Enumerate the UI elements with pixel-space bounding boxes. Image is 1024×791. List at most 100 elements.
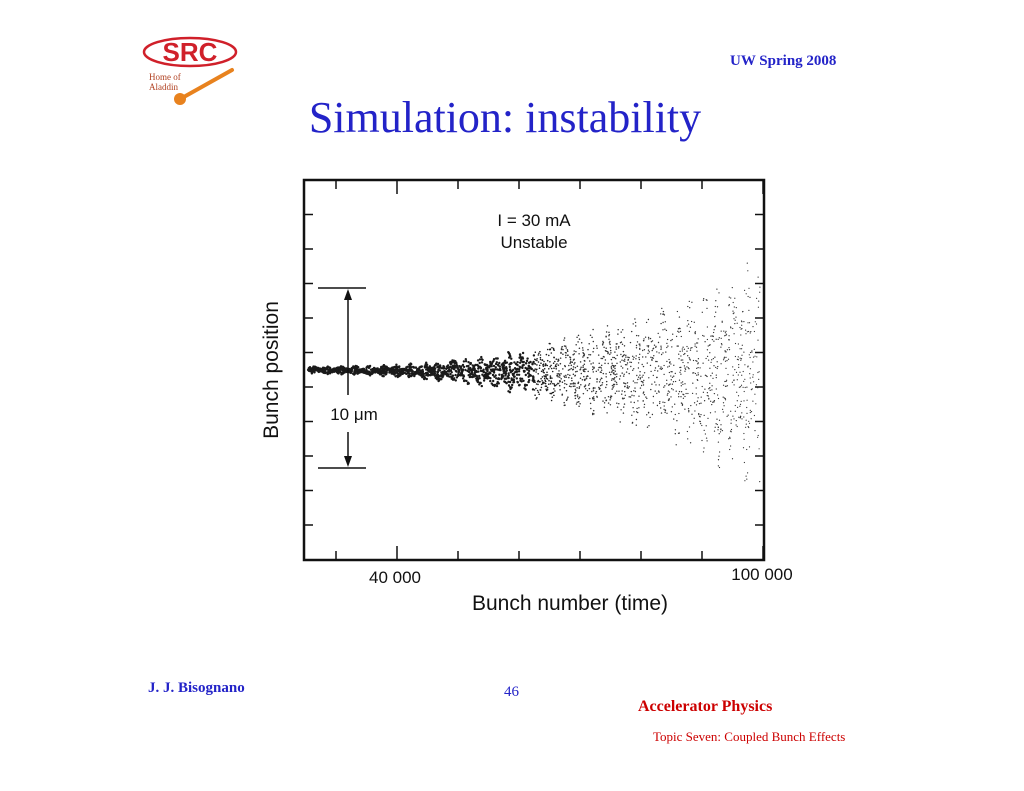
- scatter-point: [609, 340, 611, 343]
- scatter-point: [566, 398, 569, 400]
- scatter-point: [540, 362, 542, 364]
- scatter-point: [608, 335, 610, 337]
- scatter-point: [623, 403, 626, 405]
- scatter-point: [574, 391, 576, 394]
- scatter-point: [495, 384, 499, 388]
- scatter-point: [725, 356, 727, 359]
- scatter-point: [525, 359, 529, 363]
- scatter-point: [381, 371, 384, 375]
- scatter-point: [748, 354, 750, 356]
- scatter-point: [712, 401, 714, 403]
- scatter-point: [694, 372, 697, 375]
- x-tick-label-100000: 100 000: [731, 565, 792, 584]
- scatter-point: [566, 349, 569, 351]
- scatter-point: [729, 326, 732, 328]
- scatter-point: [683, 353, 685, 356]
- scatter-point: [741, 412, 743, 414]
- scatter-point: [564, 382, 566, 385]
- scatter-point: [682, 359, 684, 361]
- scatter-point: [700, 402, 702, 404]
- scatter-point: [577, 341, 579, 343]
- scatter-point: [607, 352, 609, 355]
- scatter-point: [606, 412, 608, 414]
- scatter-point: [620, 393, 623, 395]
- scatter-point: [660, 347, 662, 349]
- scatter-point: [740, 384, 743, 386]
- scatter-point: [750, 388, 753, 391]
- scatter-point: [611, 364, 614, 367]
- scatter-point: [715, 366, 717, 369]
- scatter-point: [704, 341, 706, 343]
- scatter-point: [649, 337, 652, 340]
- scatter-point: [557, 364, 560, 366]
- scatter-point: [524, 366, 527, 370]
- scatter-point: [696, 400, 699, 402]
- scatter-point: [564, 376, 566, 378]
- scatter-point: [548, 379, 550, 382]
- scatter-point: [697, 366, 699, 369]
- scatter-point: [660, 353, 663, 356]
- scatter-point: [623, 360, 625, 362]
- scatter-point: [716, 288, 718, 290]
- scatter-point: [442, 374, 445, 377]
- scatter-point: [743, 289, 746, 292]
- scatter-point: [548, 342, 551, 345]
- scatter-point: [467, 370, 471, 374]
- scatter-point: [669, 383, 671, 385]
- scatter-point: [476, 380, 480, 383]
- scatter-point: [676, 310, 679, 313]
- scatter-point: [553, 356, 555, 359]
- scatter-point: [735, 419, 737, 422]
- scatter-point: [629, 361, 631, 363]
- scatter-point: [554, 360, 556, 363]
- scatter-point: [635, 355, 637, 357]
- scatter-point: [622, 412, 625, 414]
- scatter-point: [605, 384, 608, 386]
- scatter-point: [471, 364, 474, 367]
- scatter-point: [688, 300, 690, 303]
- scatter-point: [681, 350, 684, 352]
- scatter-point: [742, 447, 745, 449]
- scatter-point: [460, 373, 464, 376]
- scatter-point: [491, 373, 495, 377]
- scatter-point: [717, 365, 719, 368]
- scatter-point: [740, 348, 743, 350]
- scatter-point: [507, 384, 511, 387]
- scatter-point: [602, 372, 605, 375]
- scatter-point: [610, 352, 612, 354]
- scatter-point: [563, 401, 565, 404]
- scatter-point: [678, 432, 680, 434]
- y-axis-label: Bunch position: [260, 301, 283, 439]
- scatter-point: [668, 384, 670, 386]
- scatter-point: [671, 338, 673, 341]
- scatter-point: [666, 342, 668, 345]
- scatter-point: [642, 400, 644, 402]
- scatter-point: [703, 298, 705, 300]
- scatter-point: [709, 389, 711, 392]
- scatter-point: [526, 368, 529, 371]
- scatter-point: [538, 352, 540, 355]
- scatter-point: [714, 315, 716, 318]
- scatter-point: [396, 369, 400, 373]
- scatter-point: [549, 375, 552, 377]
- scatter-point: [613, 383, 616, 386]
- scatter-point: [574, 370, 577, 373]
- scatter-point: [643, 340, 645, 342]
- scatter-point: [699, 420, 701, 422]
- scatter-point: [561, 381, 564, 383]
- scatter-point: [601, 377, 603, 380]
- scatter-point: [755, 403, 757, 405]
- scatter-point: [553, 388, 555, 390]
- scatter-point: [667, 392, 669, 395]
- scatter-point: [423, 376, 427, 379]
- scatter-point: [605, 399, 607, 402]
- scatter-point: [474, 369, 478, 373]
- scatter-point: [720, 424, 722, 426]
- scatter-point: [649, 364, 652, 367]
- scatter-point: [562, 353, 564, 355]
- scatter-point: [736, 358, 739, 361]
- scatter-point: [583, 378, 586, 381]
- scatter-point: [745, 333, 747, 335]
- scatter-point: [672, 333, 674, 335]
- scatter-point: [446, 373, 450, 376]
